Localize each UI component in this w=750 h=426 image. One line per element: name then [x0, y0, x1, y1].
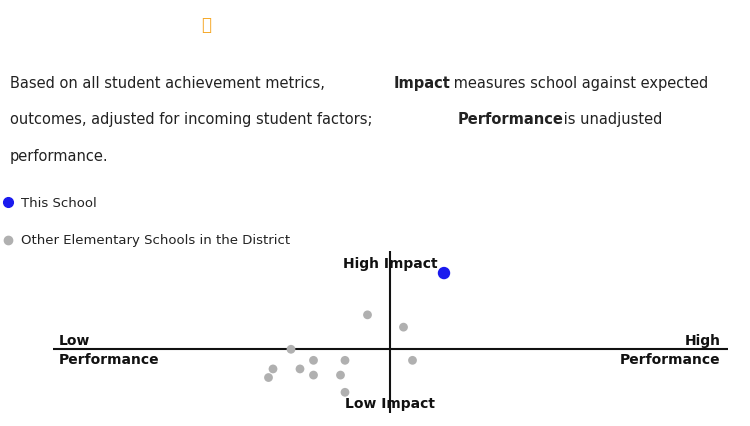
Text: Performance: Performance: [59, 352, 160, 366]
Point: [398, 324, 410, 331]
Text: Other Elementary Schools in the District: Other Elementary Schools in the District: [21, 234, 290, 247]
Point: [267, 366, 279, 372]
Point: [308, 357, 320, 364]
Point: [262, 374, 274, 381]
Text: Low: Low: [59, 333, 91, 347]
Text: This School: This School: [21, 196, 96, 209]
Text: performance.: performance.: [10, 149, 108, 164]
Text: Performance: Performance: [458, 112, 564, 127]
Point: [285, 346, 297, 353]
Text: High Impact: High Impact: [343, 256, 437, 270]
Text: Low Impact: Low Impact: [345, 396, 435, 410]
Text: Impact: Impact: [394, 75, 451, 90]
Text: ⓩ: ⓩ: [222, 17, 231, 32]
Text: measures school against expected: measures school against expected: [449, 75, 708, 90]
Text: Impact and Performance: Impact and Performance: [11, 15, 260, 34]
Point: [334, 372, 346, 379]
Text: Performance: Performance: [620, 352, 721, 366]
Text: outcomes, adjusted for incoming student factors;: outcomes, adjusted for incoming student …: [10, 112, 376, 127]
Text: High: High: [685, 333, 721, 347]
Text: is unadjusted: is unadjusted: [559, 112, 662, 127]
Point: [362, 312, 374, 319]
Text: 2017: 2017: [691, 15, 741, 34]
Point: [406, 357, 418, 364]
Point: [308, 372, 320, 379]
Point: [339, 389, 351, 396]
Text: Based on all student achievement metrics,: Based on all student achievement metrics…: [10, 75, 329, 90]
Point: [294, 366, 306, 372]
Point: [339, 357, 351, 364]
Text: ⓘ: ⓘ: [201, 15, 211, 34]
Point: [438, 270, 450, 277]
